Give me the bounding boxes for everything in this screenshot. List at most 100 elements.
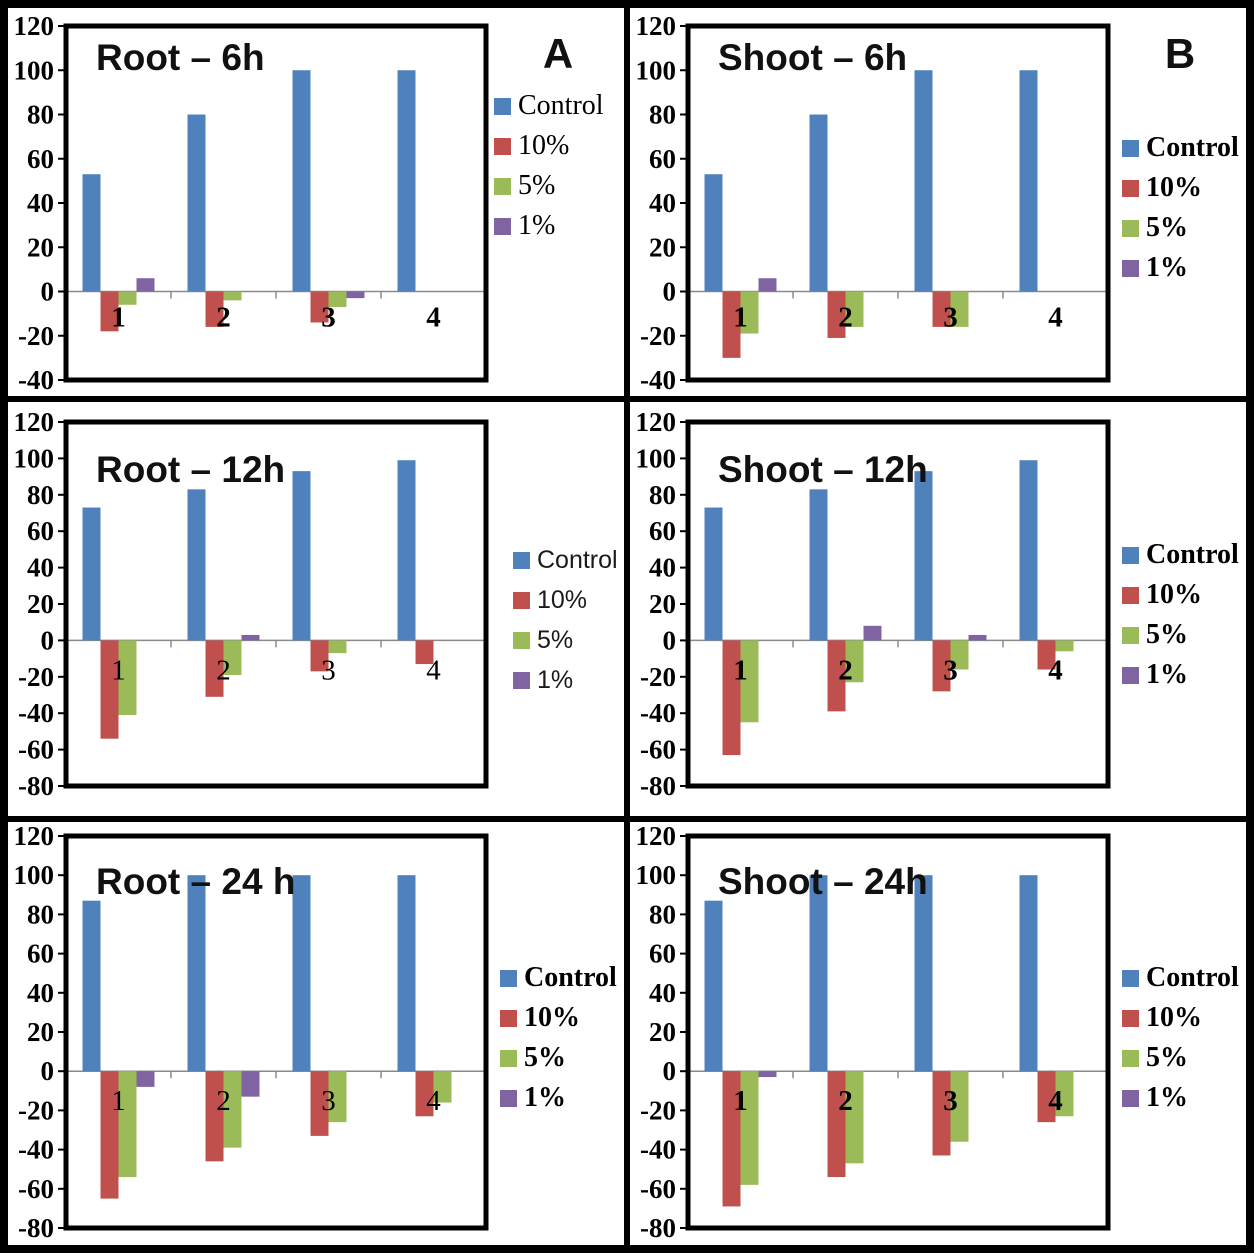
y-tick-label: -20 xyxy=(640,1095,676,1125)
y-tick-label: 0 xyxy=(663,625,677,655)
panel-label: A xyxy=(543,30,573,77)
panel-label: B xyxy=(1165,30,1195,77)
legend-swatch-5pct xyxy=(1122,627,1139,644)
legend-swatch-control xyxy=(513,552,530,569)
legend-swatch-1pct xyxy=(1122,667,1139,684)
chart-panel-shoot-12h: 120 100 80 60 40 20 0 -20 -40 -60 -80 1 2 3 4 Shoot – 1… xyxy=(630,402,1246,816)
y-tick-label: 40 xyxy=(649,978,676,1008)
legend-label-5pct: 5% xyxy=(1146,1042,1188,1073)
bar-control-cat4 xyxy=(1019,875,1038,1072)
bar-control-cat4 xyxy=(397,875,416,1072)
bar-10pct-cat2 xyxy=(205,1071,224,1162)
y-tick-label: 100 xyxy=(636,55,677,85)
chart-shoot-24h: 120 100 80 60 40 20 0 -20 -40 -60 -80 1 2 3 4 Shoot – 2… xyxy=(636,822,1240,1243)
bar-control-cat1 xyxy=(704,900,723,1072)
chart-title: Root – 12h xyxy=(96,449,285,490)
y-tick-label: -20 xyxy=(18,321,54,351)
y-tick-label: -60 xyxy=(18,735,54,765)
bar-10pct-cat4 xyxy=(1037,640,1056,670)
chart-root-24h: 120 100 80 60 40 20 0 -20 -40 -60 -80 1 2 3 4 Root – 24… xyxy=(14,822,618,1243)
bar-5pct-cat3 xyxy=(328,1071,347,1123)
y-tick-label: 120 xyxy=(14,407,55,437)
bar-10pct-cat3 xyxy=(310,1071,329,1136)
y-tick-label: 120 xyxy=(14,11,55,41)
bar-control-cat2 xyxy=(809,114,828,292)
chart-title: Root – 24 h xyxy=(96,861,295,902)
bar-control-cat1 xyxy=(82,507,101,641)
y-tick-label: 80 xyxy=(649,899,676,929)
x-category-label: 2 xyxy=(838,302,853,334)
plot-border xyxy=(63,833,489,1231)
bar-5pct-cat1 xyxy=(740,291,759,334)
x-category-label: 1 xyxy=(111,1085,126,1117)
x-category-label: 3 xyxy=(321,302,336,334)
legend-label-5pct: 5% xyxy=(537,626,573,654)
bar-control-cat2 xyxy=(809,489,828,641)
bar-10pct-cat1 xyxy=(100,291,119,332)
bar-control-cat2 xyxy=(187,114,206,292)
legend-label-10pct: 10% xyxy=(524,1002,580,1033)
legend-label-10pct: 10% xyxy=(537,586,587,614)
chart-title: Root – 6h xyxy=(96,37,265,78)
bar-1pct-cat1 xyxy=(136,278,155,292)
legend-label-control: Control xyxy=(1146,962,1239,993)
bar-10pct-cat1 xyxy=(722,1071,741,1207)
bar-control-cat3 xyxy=(914,471,933,641)
bar-5pct-cat1 xyxy=(118,640,137,716)
bar-10pct-cat2 xyxy=(827,291,846,338)
legend-label-5pct: 5% xyxy=(524,1042,566,1073)
bar-5pct-cat1 xyxy=(740,640,759,723)
legend-label-1pct: 1% xyxy=(1146,252,1188,283)
legend-label-10pct: 10% xyxy=(1146,579,1202,610)
legend-label-10pct: 10% xyxy=(518,130,569,161)
y-tick-label: 60 xyxy=(27,939,54,969)
legend-label-10pct: 10% xyxy=(1146,1002,1202,1033)
bar-10pct-cat3 xyxy=(310,291,329,323)
y-tick-label: -20 xyxy=(18,662,54,692)
bar-10pct-cat3 xyxy=(932,640,951,692)
legend-swatch-1pct xyxy=(1122,260,1139,277)
bar-control-cat3 xyxy=(292,875,311,1072)
legend-swatch-control xyxy=(500,970,517,987)
y-tick-label: -40 xyxy=(640,365,676,395)
legend-swatch-5pct xyxy=(1122,1050,1139,1067)
legend-swatch-10pct xyxy=(1122,587,1139,604)
bar-5pct-cat3 xyxy=(328,291,347,307)
bar-10pct-cat1 xyxy=(722,291,741,358)
legend-swatch-1pct xyxy=(494,218,511,235)
legend-swatch-10pct xyxy=(1122,180,1139,197)
y-tick-label: -40 xyxy=(18,698,54,728)
y-tick-label: 40 xyxy=(27,188,54,218)
y-tick-label: -40 xyxy=(640,698,676,728)
bar-control-cat2 xyxy=(187,489,206,641)
y-tick-label: 60 xyxy=(649,144,676,174)
bar-5pct-cat4 xyxy=(433,1071,452,1103)
y-tick-label: 60 xyxy=(27,516,54,546)
bar-control-cat4 xyxy=(397,460,416,641)
y-tick-label: 80 xyxy=(649,100,676,130)
chart-panel-shoot-6h: 120 100 80 60 40 20 0 -20 -40 1 2 3 4 Shoot – 6h B Cont… xyxy=(630,8,1246,396)
bar-5pct-cat2 xyxy=(223,640,242,675)
legend-label-10pct: 10% xyxy=(1146,172,1202,203)
bar-5pct-cat4 xyxy=(1055,1071,1074,1117)
x-category-label: 4 xyxy=(1048,654,1063,686)
bar-5pct-cat1 xyxy=(118,1071,137,1178)
bar-1pct-cat2 xyxy=(863,625,882,641)
bar-5pct-cat2 xyxy=(845,640,864,683)
y-tick-label: 120 xyxy=(636,822,677,851)
legend-swatch-5pct xyxy=(1122,220,1139,237)
legend-swatch-10pct xyxy=(500,1010,517,1027)
y-tick-label: 0 xyxy=(41,277,55,307)
bar-5pct-cat3 xyxy=(950,640,969,670)
bar-5pct-cat2 xyxy=(223,1071,242,1148)
bar-10pct-cat1 xyxy=(100,640,119,739)
y-tick-label: 20 xyxy=(27,589,54,619)
legend-swatch-control xyxy=(1122,547,1139,564)
legend-swatch-5pct xyxy=(500,1050,517,1067)
legend-label-1pct: 1% xyxy=(537,666,573,694)
legend-label-control: Control xyxy=(537,546,618,574)
x-category-label: 3 xyxy=(943,302,958,334)
y-tick-label: 20 xyxy=(649,1017,676,1047)
y-tick-label: 100 xyxy=(14,55,55,85)
y-tick-label: -40 xyxy=(640,1135,676,1165)
